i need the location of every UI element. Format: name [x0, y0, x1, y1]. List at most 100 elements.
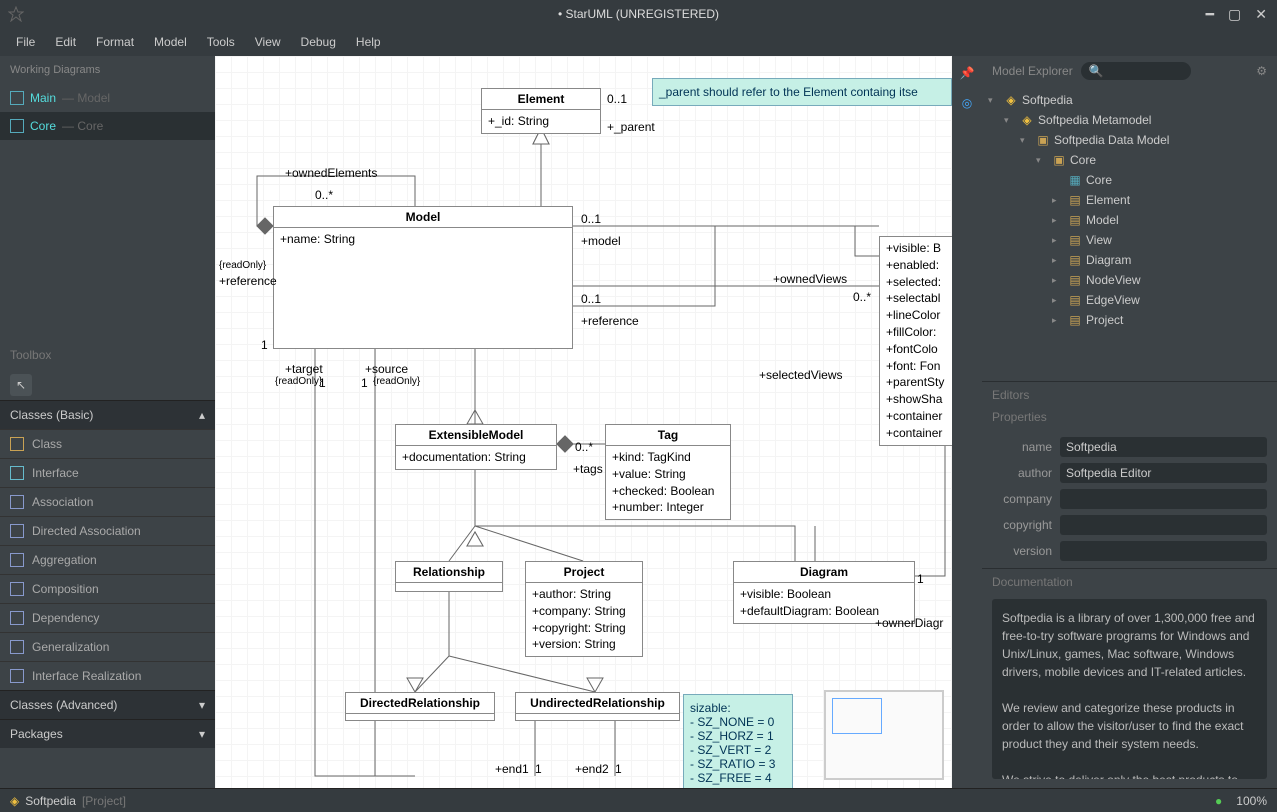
menu-tools[interactable]: Tools — [199, 31, 243, 53]
note[interactable]: _parent should refer to the Element cont… — [652, 78, 952, 106]
enum-note[interactable]: sizable:- SZ_NONE = 0- SZ_HORZ = 1- SZ_V… — [683, 694, 793, 788]
documentation-title: Documentation — [982, 568, 1277, 595]
diagram-label: +end1 — [495, 762, 529, 776]
toolbox-item[interactable]: Interface Realization — [0, 661, 215, 690]
close-button[interactable]: ✕ — [1255, 6, 1267, 23]
expand-arrow-icon[interactable]: ▸ — [1052, 235, 1064, 246]
minimize-button[interactable]: ━ — [1206, 6, 1214, 23]
uml-class-element[interactable]: Element+_id: String — [481, 88, 601, 134]
tool-icon — [10, 640, 24, 654]
toolbox-category[interactable]: Classes (Basic)▴ — [0, 400, 215, 429]
diagram-canvas[interactable]: _parent should refer to the Element cont… — [215, 56, 952, 788]
menu-model[interactable]: Model — [146, 31, 195, 53]
tree-node[interactable]: ▸▤Diagram — [982, 250, 1277, 270]
expand-arrow-icon[interactable]: ▾ — [1020, 135, 1032, 146]
toolbox-item[interactable]: Class — [0, 429, 215, 458]
prop-value-version[interactable] — [1060, 541, 1267, 561]
toolbox-item[interactable]: Dependency — [0, 603, 215, 632]
uml-class-dirRel[interactable]: DirectedRelationship — [345, 692, 495, 721]
status-ok-icon: ● — [1215, 794, 1222, 808]
prop-value-company[interactable] — [1060, 489, 1267, 509]
menu-debug[interactable]: Debug — [293, 31, 344, 53]
diagram-label: {readOnly} — [219, 260, 266, 271]
working-diagrams-title: Working Diagrams — [0, 56, 215, 84]
tree-node[interactable]: ▾▣Softpedia Data Model — [982, 130, 1277, 150]
tool-icon — [10, 466, 24, 480]
editors-title: Editors — [982, 381, 1277, 408]
expand-arrow-icon[interactable]: ▸ — [1052, 315, 1064, 326]
toolbox-category[interactable]: Classes (Advanced)▾ — [0, 690, 215, 719]
menu-format[interactable]: Format — [88, 31, 142, 53]
uml-class-view[interactable]: +visible: B +enabled: +selected: +select… — [879, 236, 952, 446]
tool-icon — [10, 437, 24, 451]
uml-class-undirRel[interactable]: UndirectedRelationship — [515, 692, 680, 721]
diagram-label: +reference — [581, 314, 639, 328]
diagram-label: {readOnly} — [275, 376, 322, 387]
toolbox-item[interactable]: Composition — [0, 574, 215, 603]
tree-node[interactable]: ▾◈Softpedia — [982, 90, 1277, 110]
cls-icon: ▤ — [1068, 233, 1082, 247]
tree-node[interactable]: ▸▤Project — [982, 310, 1277, 330]
zoom-level[interactable]: 100% — [1236, 794, 1267, 808]
expand-arrow-icon[interactable]: ▾ — [1004, 115, 1016, 126]
diagram-label: +_parent — [607, 120, 655, 134]
expand-arrow-icon[interactable]: ▾ — [1036, 155, 1048, 166]
diagram-label: +selectedViews — [759, 368, 843, 382]
chevron-icon: ▾ — [199, 698, 205, 712]
tree-node[interactable]: ▦Core — [982, 170, 1277, 190]
uml-class-extModel[interactable]: ExtensibleModel+documentation: String — [395, 424, 557, 470]
expand-arrow-icon[interactable]: ▸ — [1052, 215, 1064, 226]
tree-node[interactable]: ▾◈Softpedia Metamodel — [982, 110, 1277, 130]
tree-node[interactable]: ▸▤EdgeView — [982, 290, 1277, 310]
expand-arrow-icon[interactable]: ▸ — [1052, 255, 1064, 266]
expand-arrow-icon[interactable]: ▸ — [1052, 195, 1064, 206]
prop-value-name[interactable]: Softpedia — [1060, 437, 1267, 457]
diagram-label: 1 — [361, 376, 368, 390]
toolbox-item[interactable]: Interface — [0, 458, 215, 487]
status-type: [Project] — [82, 794, 126, 808]
tree-node[interactable]: ▸▤NodeView — [982, 270, 1277, 290]
toolbox-item[interactable]: Directed Association — [0, 516, 215, 545]
tree-node[interactable]: ▸▤Model — [982, 210, 1277, 230]
target-icon[interactable]: ◎ — [956, 92, 978, 114]
toolbox-category[interactable]: Packages▾ — [0, 719, 215, 748]
gear-icon[interactable]: ⚙ — [1256, 64, 1267, 78]
tree-node[interactable]: ▾▣Core — [982, 150, 1277, 170]
toolbox-item[interactable]: Aggregation — [0, 545, 215, 574]
working-diagram-item[interactable]: Main — Model — [0, 84, 215, 112]
uml-class-diagramBox[interactable]: Diagram+visible: Boolean +defaultDiagram… — [733, 561, 915, 624]
menu-edit[interactable]: Edit — [47, 31, 84, 53]
tree-node[interactable]: ▸▤View — [982, 230, 1277, 250]
cls-icon: ▤ — [1068, 193, 1082, 207]
pin-icon[interactable]: 📌 — [956, 62, 978, 84]
diagram-label: +ownerDiagr — [875, 616, 943, 630]
uml-class-project[interactable]: Project+author: String +company: String … — [525, 561, 643, 657]
window-title: • StarUML (UNREGISTERED) — [558, 7, 719, 21]
uml-class-model[interactable]: Model+name: String — [273, 206, 573, 349]
toolbox-item[interactable]: Generalization — [0, 632, 215, 661]
diagram-icon — [10, 119, 24, 133]
explorer-title: Model Explorer — [992, 64, 1073, 78]
menu-file[interactable]: File — [8, 31, 43, 53]
menu-help[interactable]: Help — [348, 31, 389, 53]
menu-view[interactable]: View — [247, 31, 289, 53]
explorer-search[interactable]: 🔍 — [1081, 62, 1191, 80]
minimap[interactable] — [824, 690, 944, 780]
working-diagram-item[interactable]: Core — Core — [0, 112, 215, 140]
uml-class-relationship[interactable]: Relationship — [395, 561, 503, 592]
expand-arrow-icon[interactable]: ▾ — [988, 95, 1000, 106]
expand-arrow-icon[interactable]: ▸ — [1052, 275, 1064, 286]
prop-key: author — [992, 466, 1052, 480]
maximize-button[interactable]: ▢ — [1228, 6, 1241, 23]
prop-value-author[interactable]: Softpedia Editor — [1060, 463, 1267, 483]
tree-node[interactable]: ▸▤Element — [982, 190, 1277, 210]
diagram-label: 1 — [535, 762, 542, 776]
documentation-text[interactable]: Softpedia is a library of over 1,300,000… — [992, 599, 1267, 779]
cursor-tool[interactable]: ↖ — [10, 374, 32, 396]
uml-class-tag[interactable]: Tag+kind: TagKind +value: String +checke… — [605, 424, 731, 520]
tool-icon — [10, 582, 24, 596]
prop-value-copyright[interactable] — [1060, 515, 1267, 535]
toolbox-item[interactable]: Association — [0, 487, 215, 516]
expand-arrow-icon[interactable]: ▸ — [1052, 295, 1064, 306]
status-project[interactable]: Softpedia — [25, 794, 76, 808]
